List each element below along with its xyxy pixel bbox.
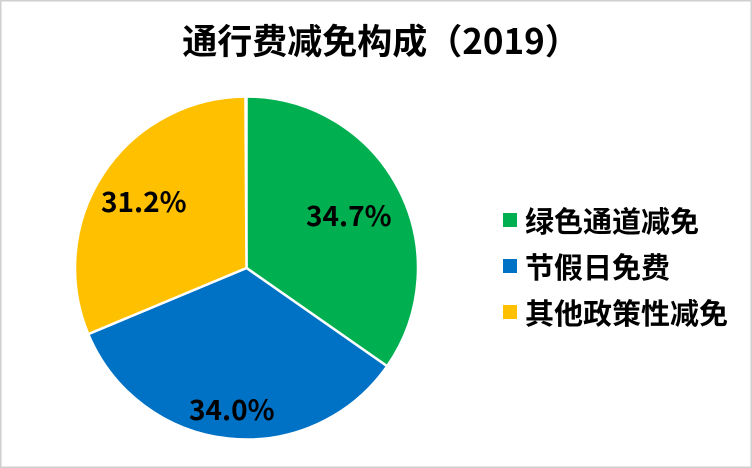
svg-text:31.2%: 31.2% (101, 181, 187, 221)
svg-text:34.0%: 34.0% (189, 389, 275, 429)
svg-text:34.7%: 34.7% (306, 195, 392, 235)
